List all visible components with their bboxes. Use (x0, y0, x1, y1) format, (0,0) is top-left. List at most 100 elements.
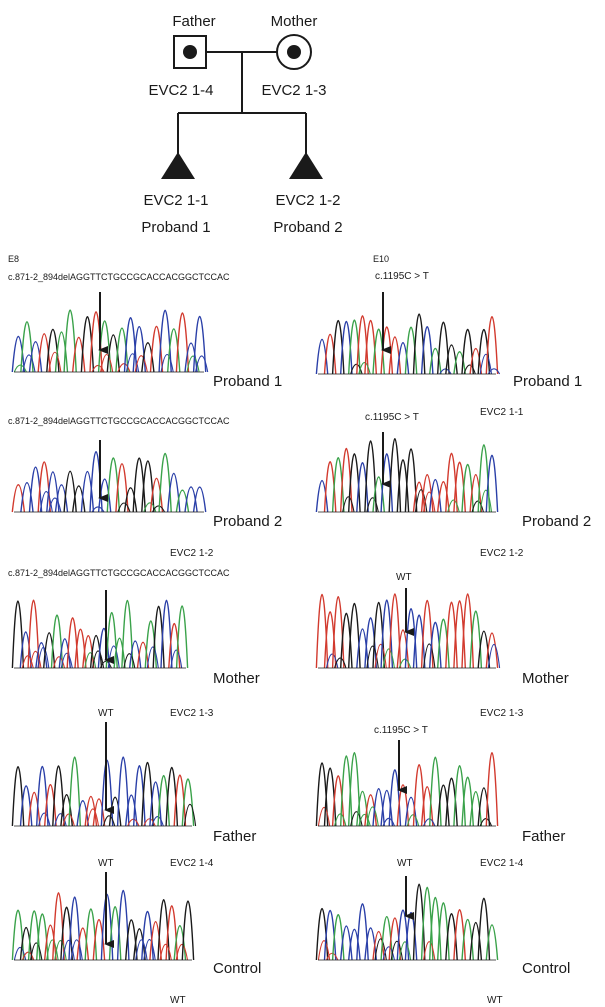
trace-peak (63, 470, 77, 513)
trace-peak (437, 618, 450, 669)
trace-peak (152, 606, 165, 669)
left-footer-mother: EVC2 1-3 (170, 708, 214, 719)
right-footer-proband2: EVC2 1-2 (480, 548, 524, 559)
right-wt-father: WT (397, 858, 413, 869)
trace-peak (158, 309, 172, 373)
trace-peak (423, 941, 436, 961)
trace-peak (116, 889, 130, 961)
trace-peak (315, 594, 329, 669)
trace-peak (453, 600, 466, 669)
trace-peak (366, 497, 379, 513)
trace-peak (412, 481, 426, 513)
trace-peak (76, 927, 90, 961)
trace-peak (485, 454, 499, 513)
trace-peak (398, 658, 412, 669)
trace-peak (342, 496, 355, 513)
trace-peak (398, 941, 412, 961)
trace-peak (323, 461, 337, 513)
trace-peak (165, 905, 179, 961)
trace-peak (127, 818, 140, 827)
left-footer-father: EVC2 1-4 (170, 858, 214, 869)
trace-peak (113, 637, 126, 669)
right-subject-proband1: Proband 1 (513, 373, 582, 390)
trace-peak (437, 481, 450, 513)
trace-peak (348, 752, 361, 827)
pedigree: Father Mother EVC2 1-4 EVC2 1-3 EVC2 1-1… (141, 13, 342, 236)
trace-peak (54, 484, 69, 513)
trace-peak (469, 922, 483, 961)
trace-peak (382, 946, 395, 961)
trace-peak (28, 466, 43, 513)
trace-peak (149, 325, 164, 373)
right-chromatogram-proband2 (315, 438, 499, 513)
trace-peak (192, 486, 207, 513)
trace-peak (19, 631, 32, 669)
trace-peak (121, 599, 134, 669)
trace-peak (331, 775, 345, 827)
trace-peak (380, 916, 394, 961)
trace-peak (21, 951, 35, 961)
trace-peak (125, 794, 138, 827)
trace-peak (167, 328, 181, 373)
trace-peak (487, 644, 501, 669)
left-row1-header: c.871-2_894delAGGTTCTGCCGCACCACGGCTCCAC (8, 272, 230, 282)
trace-peak (420, 786, 434, 827)
trace-peak (412, 614, 426, 669)
trace-peak (125, 353, 140, 373)
trace-peak (325, 952, 339, 961)
trace-peak (11, 766, 25, 827)
trace-peak (372, 476, 385, 513)
trace-peak (134, 355, 148, 373)
trace-peak (358, 362, 371, 375)
trace-peak (158, 453, 172, 513)
mother-carrier-dot (287, 45, 301, 59)
trace-peak (60, 652, 73, 669)
trace-peak (453, 351, 466, 375)
left-chromatogram-mother (11, 599, 189, 669)
father-carrier-dot (183, 45, 197, 59)
trace-peak (350, 811, 363, 827)
trace-peak (48, 351, 62, 373)
trace-peak (84, 795, 98, 827)
trace-peak (13, 364, 27, 373)
trace-peak (11, 335, 26, 373)
left-footer-proband2: EVC2 1-2 (170, 548, 214, 559)
trace-peak (97, 628, 111, 669)
right-subject-proband2: Proband 2 (522, 513, 591, 530)
trace-peak (54, 813, 67, 827)
trace-peak (21, 655, 34, 669)
trace-peak (479, 353, 493, 375)
trace-peak (133, 928, 146, 961)
trace-peak (317, 940, 331, 961)
trace-peak (136, 641, 150, 669)
trace-peak (68, 896, 81, 961)
trace-peak (108, 796, 122, 827)
trace-peak (38, 812, 51, 827)
left-panel: E8 c.871-2_894delAGGTTCTGCCGCACCACGGCTCC… (8, 254, 282, 1006)
trace-peak (11, 909, 25, 961)
trace-peak (485, 752, 499, 827)
trace-peak (439, 368, 452, 375)
trace-peak (123, 487, 138, 513)
trace-peak (374, 938, 387, 961)
left-row2-header: c.871-2_894delAGGTTCTGCCGCACCACGGCTCCAC (8, 416, 230, 426)
trace-peak (100, 353, 114, 373)
trace-peak (52, 765, 65, 827)
trace-peak (184, 342, 198, 373)
trace-peak (404, 448, 418, 513)
trace-peak (160, 353, 174, 373)
trace-peak (37, 646, 50, 669)
trace-peak (86, 808, 100, 827)
trace-peak (445, 777, 458, 827)
right-panel: E10 c.1195C > T c.1195C > T WT c.1195C >… (315, 254, 591, 1006)
trace-peak (469, 790, 483, 827)
father-role-label: Father (172, 13, 215, 30)
left-wt-control: WT (170, 995, 186, 1006)
trace-peak (159, 943, 172, 961)
trace-peak (168, 622, 181, 669)
trace-peak (445, 913, 458, 961)
left-subject-father: Father (213, 828, 256, 845)
trace-peak (84, 652, 97, 669)
trace-peak (72, 336, 86, 373)
trace-peak (414, 489, 428, 513)
